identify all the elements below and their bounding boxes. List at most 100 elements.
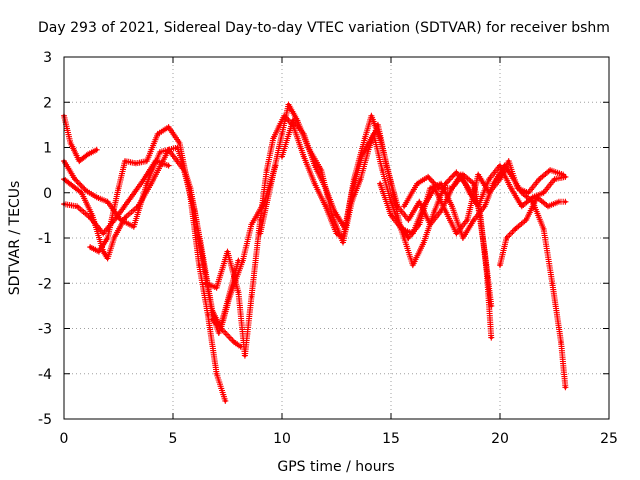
x-tick-label: 10 xyxy=(273,431,291,447)
x-tick-label: 0 xyxy=(60,431,69,447)
data-point xyxy=(487,177,491,181)
data-point xyxy=(101,231,105,236)
data-point xyxy=(79,191,83,195)
data-point xyxy=(188,195,192,199)
data-point xyxy=(71,184,75,188)
y-tick-label: -3 xyxy=(38,322,52,338)
data-point xyxy=(286,102,291,107)
data-point xyxy=(134,161,138,165)
data-point xyxy=(88,245,92,249)
data-point xyxy=(313,182,317,186)
x-axis-label: GPS time / hours xyxy=(277,459,394,475)
data-point xyxy=(498,164,502,168)
data-point xyxy=(439,182,443,186)
data-point xyxy=(450,186,454,190)
series-track-3 xyxy=(61,144,279,332)
data-point xyxy=(367,145,371,150)
data-point xyxy=(513,227,517,231)
data-point xyxy=(426,175,430,179)
series-track-4 xyxy=(61,112,100,165)
x-tick-label: 5 xyxy=(169,431,178,447)
data-point xyxy=(402,236,406,240)
data-point xyxy=(531,195,535,199)
data-point xyxy=(483,204,487,208)
data-point xyxy=(422,240,426,245)
series-markers xyxy=(61,144,279,332)
data-point xyxy=(352,177,356,181)
data-point xyxy=(515,186,520,190)
data-point xyxy=(215,372,219,376)
y-tick-label: -1 xyxy=(38,231,52,247)
data-point xyxy=(95,195,99,199)
data-point xyxy=(542,191,546,195)
data-point xyxy=(243,354,247,358)
x-tick-label: 20 xyxy=(491,431,509,447)
data-point xyxy=(210,308,214,312)
data-point xyxy=(119,218,123,222)
data-point xyxy=(341,240,345,245)
data-point xyxy=(437,186,441,190)
data-point xyxy=(489,336,493,340)
data-point xyxy=(542,227,546,231)
series-track-8 xyxy=(257,101,495,341)
data-point xyxy=(123,216,127,220)
x-tick-label: 15 xyxy=(382,431,400,447)
data-point xyxy=(149,182,153,186)
data-point xyxy=(443,209,448,213)
data-point xyxy=(236,290,240,294)
data-point xyxy=(400,227,404,231)
data-point xyxy=(439,209,443,213)
data-point xyxy=(280,132,284,136)
series-markers xyxy=(279,112,569,391)
data-point xyxy=(450,204,454,208)
data-point xyxy=(249,295,254,299)
data-point xyxy=(75,204,79,208)
data-point xyxy=(112,236,116,240)
data-point xyxy=(97,250,101,254)
data-point xyxy=(225,250,230,254)
data-point xyxy=(389,213,393,217)
data-point xyxy=(487,191,491,195)
data-point xyxy=(358,177,363,181)
series-markers xyxy=(497,194,569,269)
data-point xyxy=(520,204,524,208)
data-point xyxy=(177,141,182,145)
data-point xyxy=(249,222,254,226)
data-point xyxy=(280,155,284,159)
data-point xyxy=(411,231,415,236)
data-point xyxy=(123,159,127,163)
data-point xyxy=(406,236,410,240)
data-point xyxy=(265,168,269,172)
data-point xyxy=(302,155,306,159)
data-point xyxy=(116,186,121,190)
data-point xyxy=(476,173,480,177)
data-point xyxy=(380,168,384,172)
data-point xyxy=(197,263,201,267)
data-point xyxy=(106,256,110,260)
x-tick-label: 25 xyxy=(600,431,618,447)
data-point xyxy=(73,177,77,181)
data-point xyxy=(258,231,262,236)
data-point xyxy=(330,213,334,217)
series-markers xyxy=(257,101,495,341)
y-tick-label: 3 xyxy=(43,50,52,66)
data-point xyxy=(563,385,568,389)
data-point xyxy=(343,227,347,231)
data-point xyxy=(204,281,208,285)
data-point xyxy=(559,340,563,344)
data-point xyxy=(563,200,568,204)
data-point xyxy=(537,177,541,181)
y-tick-label: 0 xyxy=(43,186,52,202)
data-point xyxy=(236,259,240,263)
plot-area xyxy=(61,101,569,404)
data-point xyxy=(313,164,317,168)
data-point xyxy=(524,218,528,222)
data-point xyxy=(546,204,550,208)
data-point xyxy=(127,197,131,202)
series-track-11 xyxy=(401,162,569,210)
data-point xyxy=(552,177,557,181)
data-point xyxy=(563,175,568,179)
data-point xyxy=(302,132,306,136)
data-point xyxy=(219,326,223,331)
data-point xyxy=(223,399,227,403)
